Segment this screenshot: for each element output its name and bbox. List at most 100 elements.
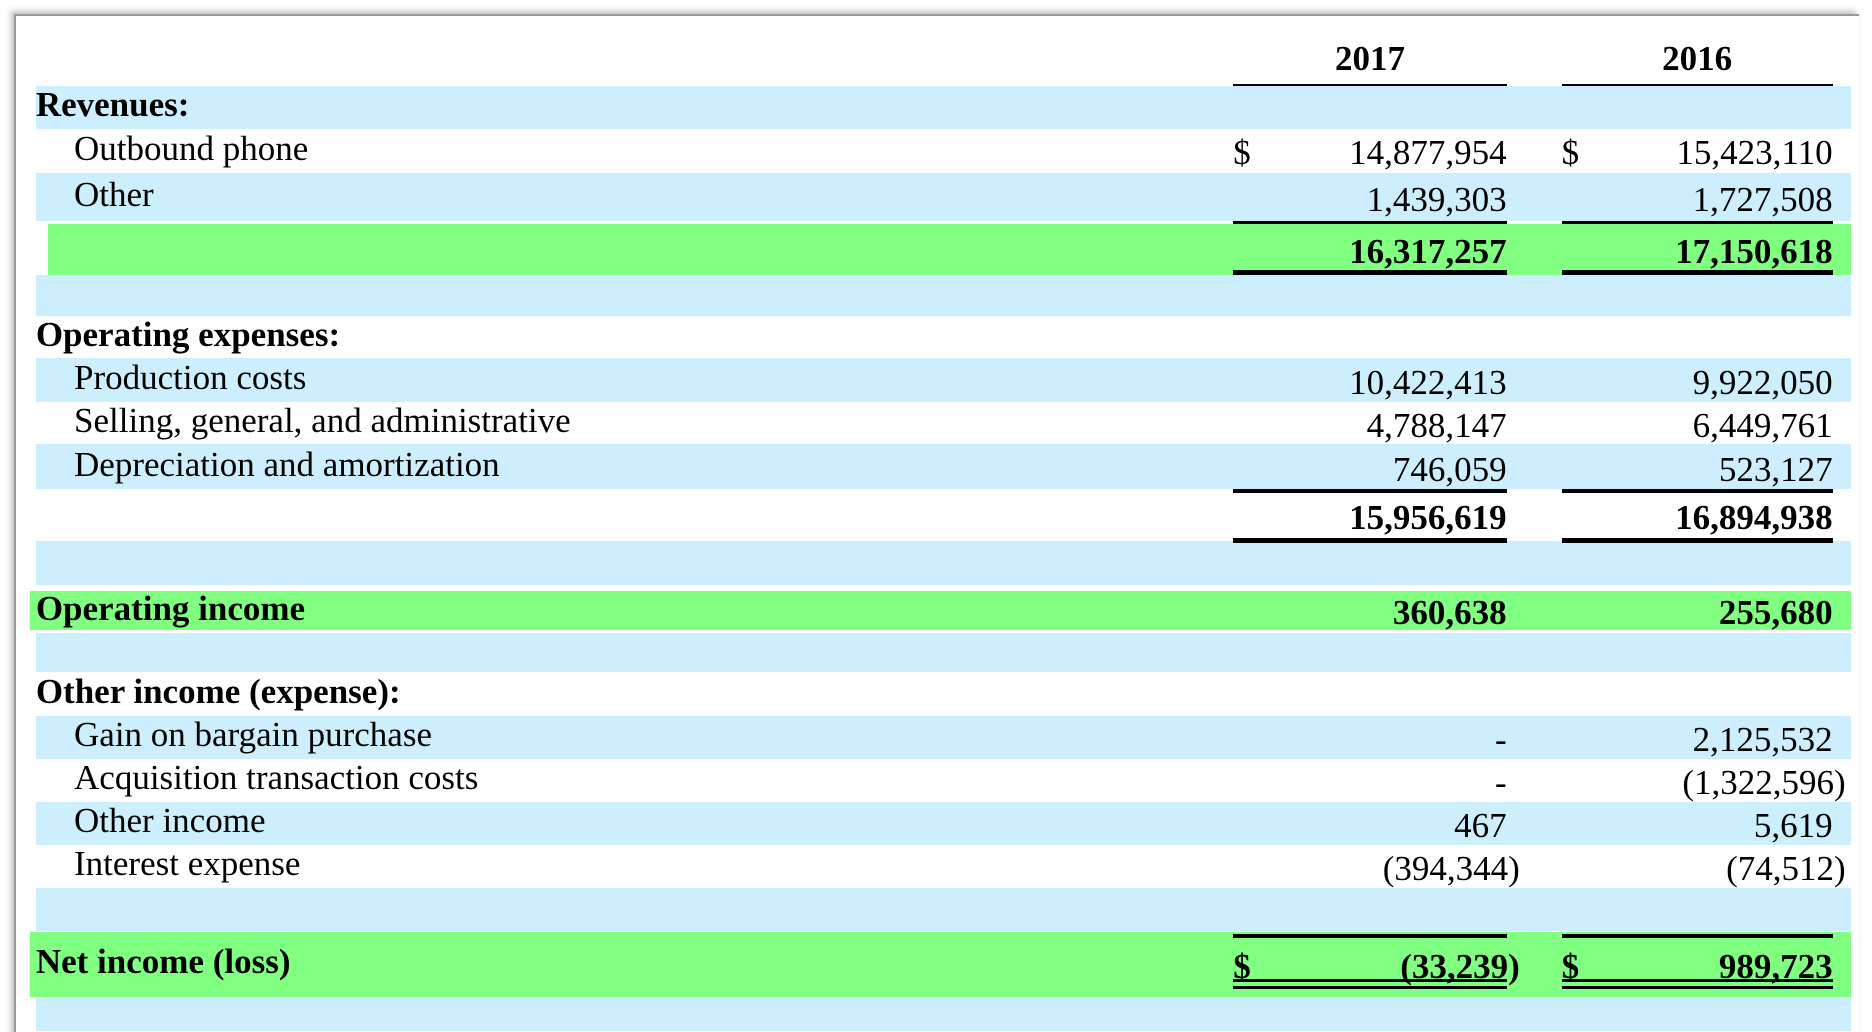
amount-cell: (33,239) [1233, 935, 1520, 999]
year-header: 2017 [1334, 39, 1405, 79]
year-header: 2016 [1662, 39, 1733, 79]
row-label: Selling, general, and administrative [74, 400, 571, 440]
amount-cell: 746,059 [1233, 447, 1507, 492]
amount: - [1495, 762, 1507, 802]
rule-line [1233, 489, 1507, 494]
row-label: Net income (loss) [35, 942, 291, 982]
underline [1561, 83, 1833, 88]
currency-sign: $ [1233, 946, 1251, 986]
row-band [35, 632, 1851, 673]
amount: 1,727,508 [1692, 179, 1833, 219]
row-label: Acquisition transaction costs [74, 757, 479, 797]
row-label: Revenues: [35, 84, 190, 124]
amount-cell: 10,422,413 [1233, 361, 1507, 405]
amount: 360,638 [1392, 593, 1507, 633]
row-label: Interest expense [74, 843, 301, 883]
rule-line [1561, 933, 1833, 938]
row-band [35, 444, 1851, 490]
row-label: Other [74, 174, 154, 214]
amount: (74,512) [1726, 848, 1846, 888]
rule-line [1561, 220, 1833, 225]
amount: 15,956,619 [1349, 498, 1507, 538]
amount: 1,439,303 [1366, 179, 1507, 219]
row-band [35, 540, 1851, 585]
amount-cell: 5,619 [1562, 805, 1833, 848]
amount-cell: 16,894,938 [1562, 494, 1833, 543]
amount: 467 [1454, 805, 1507, 845]
rule-line [1561, 538, 1833, 544]
amount-cell: 360,638 [1233, 593, 1507, 633]
currency-sign: $ [1561, 133, 1580, 173]
rule-line [1233, 220, 1507, 225]
rule-line [1233, 933, 1507, 938]
amount-cell: 989,723 [1562, 935, 1833, 999]
row-label: Production costs [74, 357, 307, 397]
amount-cell: 467 [1233, 805, 1507, 848]
amount-cell: 255,680 [1562, 593, 1833, 632]
amount: 746,059 [1392, 449, 1507, 489]
amount-cell: 14,877,954 [1233, 131, 1507, 175]
row-band [29, 590, 1851, 631]
row-band [35, 996, 1851, 1032]
row-band [35, 358, 1851, 403]
amount-cell: 1,439,303 [1233, 176, 1507, 224]
row-label: Operating expenses: [35, 314, 341, 354]
amount: 16,894,938 [1675, 498, 1833, 538]
amount: 14,877,954 [1349, 133, 1507, 173]
amount: 2,125,532 [1692, 719, 1833, 759]
row-label: Outbound phone [74, 128, 309, 168]
row-band [35, 85, 1851, 129]
amount-cell: 2,125,532 [1562, 719, 1833, 762]
amount-cell: 9,922,050 [1562, 361, 1833, 405]
row-label: Gain on bargain purchase [74, 714, 432, 754]
amount: 17,150,618 [1675, 231, 1833, 271]
amount: 523,127 [1718, 449, 1833, 489]
amount-cell: (394,344) [1233, 848, 1520, 891]
amount: 6,449,761 [1692, 405, 1833, 445]
row-label: Other income [74, 800, 266, 840]
row-band [47, 224, 1851, 275]
amount: 15,423,110 [1676, 133, 1833, 173]
rule-line [1561, 489, 1833, 494]
amount-cell: 17,150,618 [1562, 227, 1833, 277]
amount-cell: (74,512) [1562, 848, 1846, 891]
amount: 255,680 [1718, 593, 1833, 633]
amount: 16,317,257 [1349, 231, 1507, 271]
row-band [35, 802, 1851, 846]
row-band [35, 716, 1851, 760]
row-band [35, 888, 1851, 932]
currency-sign: $ [1233, 133, 1251, 173]
amount-cell: 15,956,619 [1233, 494, 1507, 543]
rule-line [1233, 978, 1507, 982]
rule-line [1561, 978, 1833, 982]
amount: 9,922,050 [1692, 362, 1833, 402]
row-band [29, 932, 1851, 997]
rule-line [1561, 269, 1833, 275]
amount: - [1495, 719, 1507, 759]
currency-sign: $ [1561, 946, 1580, 986]
underline [1233, 83, 1507, 88]
frame [14, 14, 1859, 1032]
row-band [35, 173, 1851, 221]
amount-cell: 15,423,110 [1562, 131, 1833, 175]
rule-line [1233, 269, 1507, 275]
amount: (33,239) [1400, 946, 1520, 986]
rule-line [1233, 538, 1507, 544]
amount: (394,344) [1382, 848, 1520, 888]
amount: 10,422,413 [1349, 362, 1507, 402]
amount-cell: - [1233, 762, 1507, 805]
rule-line [1233, 986, 1507, 990]
amount: 5,619 [1753, 805, 1833, 845]
amount: (1,322,596) [1682, 762, 1846, 802]
rule-line [1561, 986, 1833, 990]
row-label: Other income (expense): [35, 671, 401, 711]
amount-cell: - [1233, 719, 1507, 762]
amount: 989,723 [1718, 946, 1833, 986]
amount-cell: 16,317,257 [1233, 227, 1507, 277]
amount-cell: 1,727,508 [1562, 176, 1833, 224]
amount-cell: 6,449,761 [1562, 405, 1833, 447]
row-label: Depreciation and amortization [74, 444, 500, 484]
amount-cell: (1,322,596) [1562, 762, 1845, 805]
amount: 4,788,147 [1366, 405, 1507, 445]
